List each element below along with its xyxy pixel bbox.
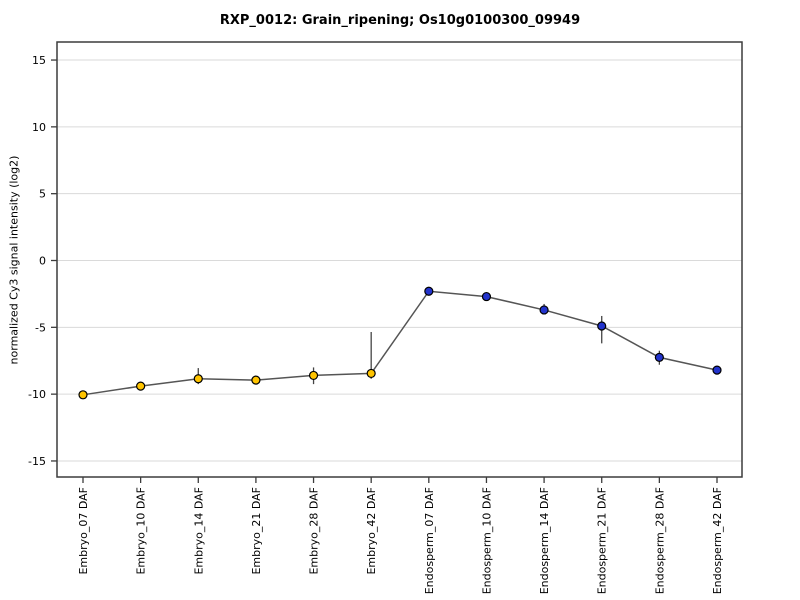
data-point-embryo <box>136 381 146 391</box>
x-tick-label: Endosperm_14 DAF <box>538 487 551 594</box>
x-tick-label: Endosperm_28 DAF <box>653 487 666 594</box>
x-tick-label: Endosperm_07 DAF <box>423 487 436 594</box>
data-point-embryo <box>366 368 376 379</box>
data-point-embryo <box>251 375 261 385</box>
x-tick-label: Embryo_42 DAF <box>365 487 378 575</box>
y-tick-label: -10 <box>28 388 46 401</box>
x-tick-label: Embryo_21 DAF <box>250 487 263 575</box>
data-point-embryo <box>193 374 203 384</box>
chart-title: RXP_0012: Grain_ripening; Os10g0100300_0… <box>219 13 581 28</box>
y-tick-label: -5 <box>35 321 46 334</box>
y-tick-label: 10 <box>32 121 46 134</box>
data-point-endosperm <box>481 291 492 302</box>
y-tick-label: -15 <box>28 455 46 468</box>
data-point-endosperm <box>712 365 722 375</box>
y-tick-label: 5 <box>39 188 46 201</box>
data-point-endosperm <box>597 321 607 331</box>
x-tick-label: Embryo_14 DAF <box>192 487 205 575</box>
data-point-endosperm <box>424 286 434 296</box>
data-point-endosperm <box>654 352 664 362</box>
x-tick-label: Embryo_28 DAF <box>308 487 321 575</box>
x-tick-label: Endosperm_42 DAF <box>711 487 724 594</box>
y-tick-label: 15 <box>32 54 46 67</box>
plot-frame <box>56 41 743 478</box>
x-tick-label: Endosperm_10 DAF <box>480 487 493 594</box>
x-tick-label: Endosperm_21 DAF <box>596 487 609 594</box>
x-tick-label: Embryo_10 DAF <box>135 487 148 575</box>
x-tick-label: Embryo_07 DAF <box>77 487 90 575</box>
data-point-embryo <box>78 390 88 400</box>
y-tick-label: 0 <box>39 255 46 268</box>
data-point-embryo <box>308 370 319 381</box>
series-line <box>82 290 718 396</box>
data-point-endosperm <box>539 305 549 315</box>
